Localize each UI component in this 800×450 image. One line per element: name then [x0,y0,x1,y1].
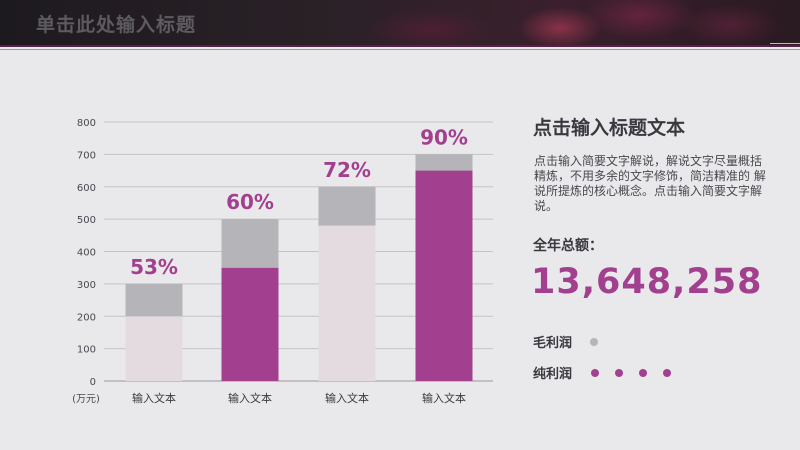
x-category-label: 输入文本 [132,391,176,405]
bar-lower [125,316,183,381]
section-title: 点击输入标题文本 [533,117,686,139]
annual-total-value: 13,648,258 [531,262,763,302]
bar-upper [415,154,473,171]
header-banner: 单击此处输入标题 [0,0,800,45]
y-tick-label: 300 [77,280,96,291]
page-title: 单击此处输入标题 [36,14,197,36]
legend-net-profit: 纯利润 [533,362,672,382]
y-tick-label: 600 [77,183,96,194]
y-tick-label: 700 [77,150,96,161]
header-accent-line [770,43,800,44]
legend-gross-profit: 毛利润 [533,331,599,351]
x-category-label: 输入文本 [422,391,466,405]
legend-dot [615,368,624,377]
percent-label: 90% [420,125,468,149]
y-tick-label: 100 [77,345,96,356]
bar-upper [125,283,183,317]
bar-upper [318,186,376,226]
bar-lower [221,267,279,381]
legend-dot [590,337,599,346]
bar-lower [415,170,473,381]
y-tick-label: 200 [77,312,96,323]
header-divider [0,45,800,47]
legend-label: 纯利润 [533,367,573,382]
legend-dot [639,368,648,377]
percent-label: 53% [130,255,178,279]
legend-dot [591,368,600,377]
bar-upper [221,219,279,268]
header-divider-thin [0,49,800,50]
annual-total-label: 全年总额： [533,238,603,254]
legend-label: 毛利润 [533,336,573,351]
y-tick-label: 0 [90,377,96,388]
y-tick-label: 400 [77,248,96,259]
y-tick-label: 800 [77,118,96,129]
y-unit-label: (万元) [72,394,100,405]
y-tick-label: 500 [77,215,96,226]
description-text: 点击输入简要文字解说，解说文字尽量概括精炼，不用多余的文字修饰，简洁精准的 解说… [534,154,766,213]
percent-label: 60% [226,190,274,214]
legend-dot [663,368,672,377]
percent-label: 72% [323,158,371,182]
x-category-label: 输入文本 [228,391,272,405]
bar-lower [318,225,376,381]
x-category-label: 输入文本 [325,391,369,405]
